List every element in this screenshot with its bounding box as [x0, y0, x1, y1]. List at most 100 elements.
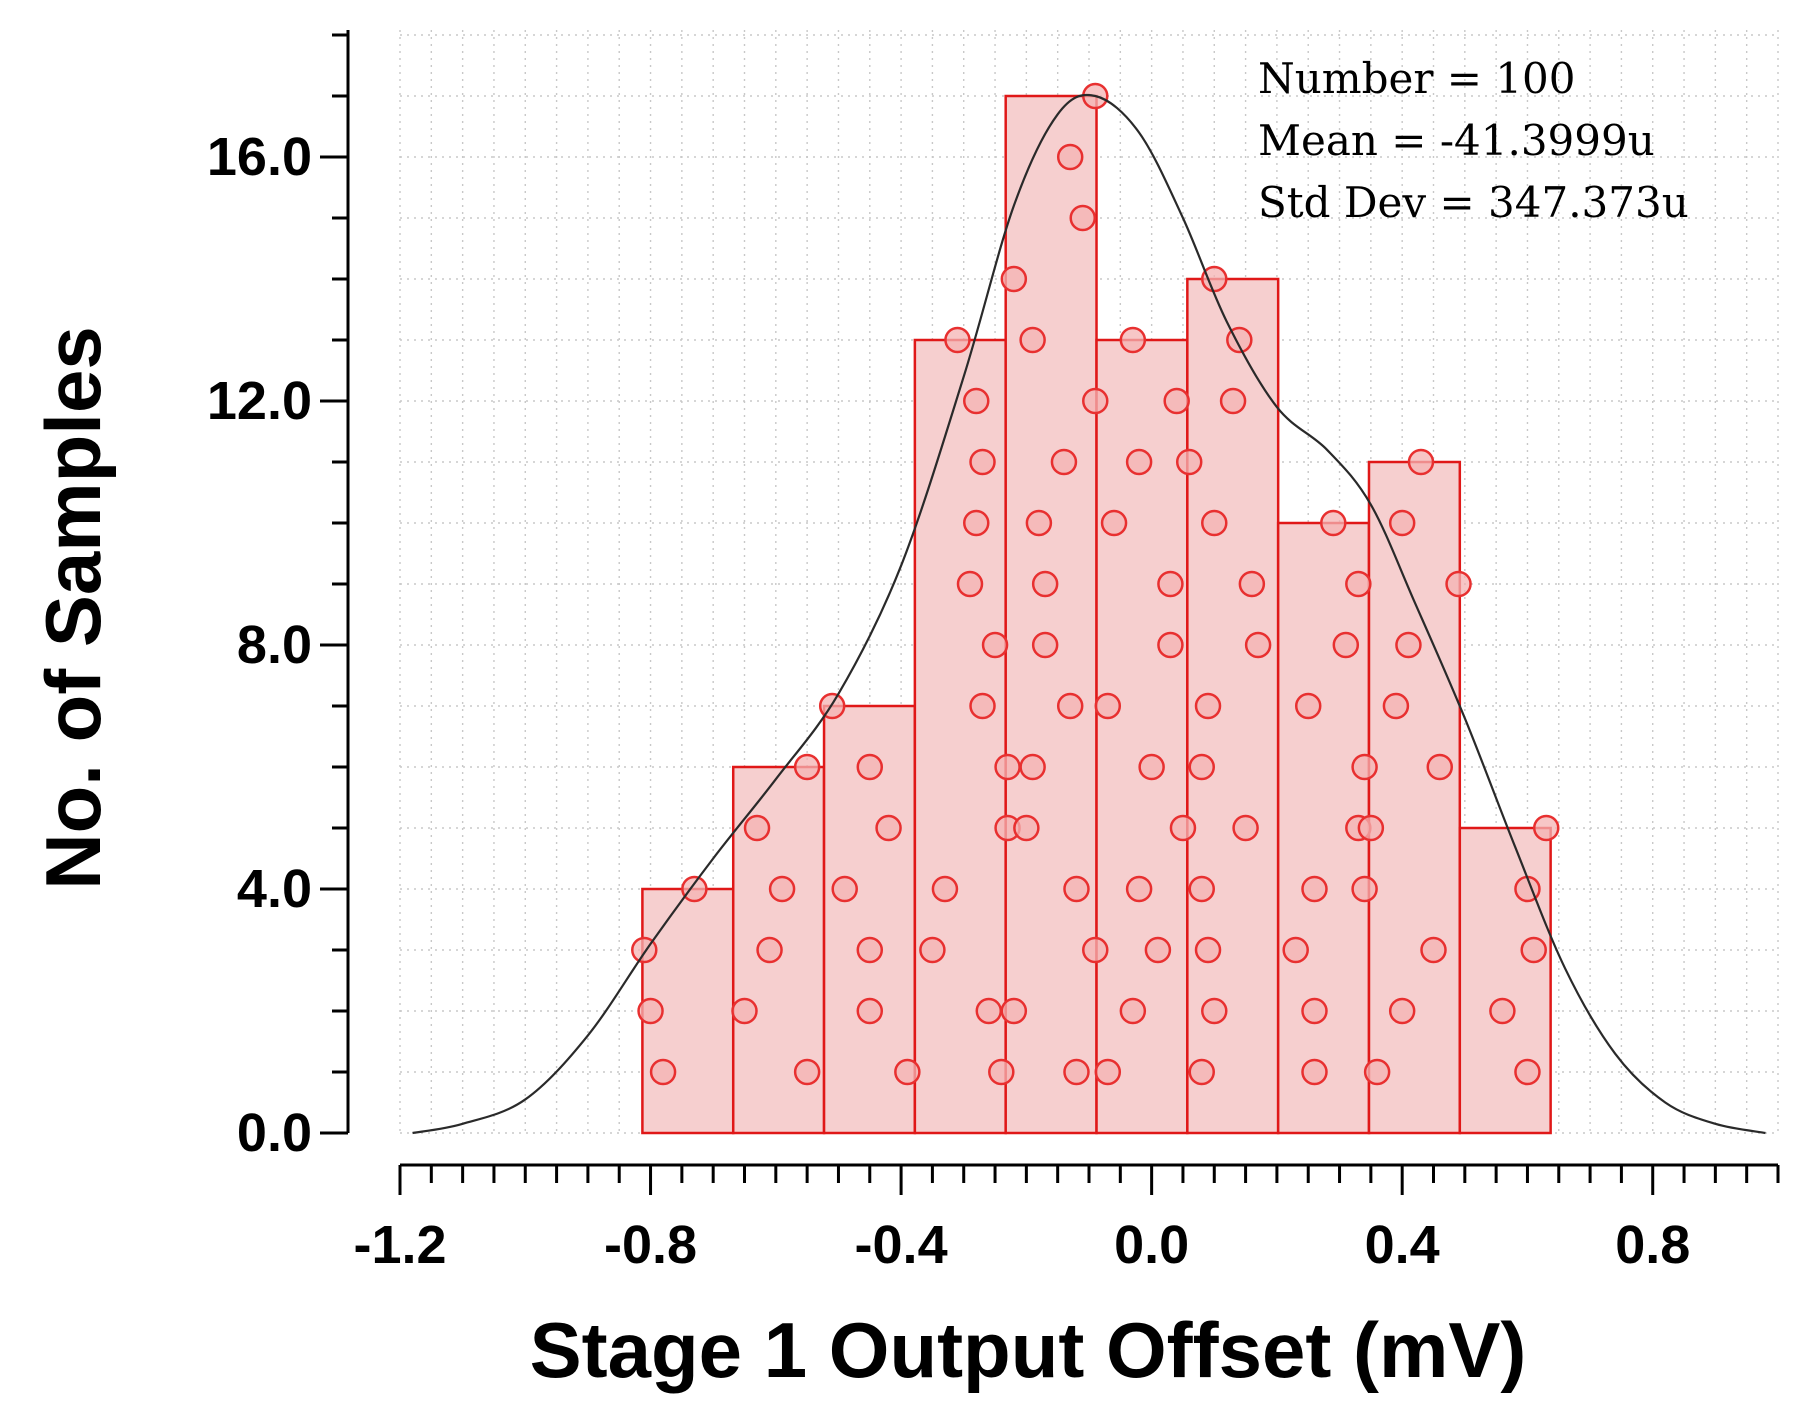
- y-axis-title: No. of Samples: [29, 326, 117, 889]
- sample-marker: [1056, 143, 1084, 171]
- x-tick-label: -0.8: [604, 1215, 697, 1275]
- y-tick-label: 0.0: [237, 1103, 312, 1163]
- sample-marker: [1301, 1058, 1328, 1086]
- histogram-bar: [1004, 94, 1098, 1135]
- stats-mean: Mean = -41.3999u: [1258, 116, 1655, 165]
- sample-marker: [1232, 814, 1259, 842]
- sample-marker: [1445, 570, 1472, 598]
- sample-marker: [1069, 204, 1096, 232]
- sample-marker: [649, 1058, 677, 1086]
- sample-marker: [831, 875, 858, 903]
- sample-marker: [1119, 326, 1147, 354]
- x-tick-label: 0.8: [1615, 1215, 1690, 1275]
- histogram-bar: [1367, 460, 1462, 1135]
- sample-marker: [1157, 631, 1184, 659]
- y-tick-label: 16.0: [207, 127, 312, 187]
- x-axis-title: Stage 1 Output Offset (mV): [530, 1306, 1527, 1394]
- sample-marker: [1031, 570, 1059, 598]
- histogram-bar: [1458, 826, 1552, 1135]
- sample-marker: [1420, 936, 1447, 964]
- sample-marker: [1320, 509, 1347, 537]
- sample-marker: [1351, 875, 1378, 903]
- x-tick-label: 0.0: [1114, 1215, 1189, 1275]
- y-tick-label: 4.0: [237, 859, 312, 919]
- x-tick-labels: -1.2 -0.8 -0.4 0.0 0.4 0.8: [353, 1215, 1690, 1275]
- sample-marker: [1219, 387, 1247, 415]
- sample-marker: [1188, 753, 1215, 781]
- sample-marker: [988, 1058, 1015, 1086]
- sample-marker: [944, 326, 971, 354]
- sample-marker: [1094, 692, 1122, 720]
- sample-marker: [1013, 814, 1040, 842]
- sample-marker: [1082, 936, 1109, 964]
- sample-marker: [1056, 692, 1084, 720]
- sample-marker: [956, 570, 984, 598]
- sample-marker: [1050, 448, 1078, 476]
- sample-marker: [856, 936, 884, 964]
- sample-marker: [1194, 936, 1222, 964]
- sample-marker: [1094, 1058, 1122, 1086]
- x-tick-label: -0.4: [855, 1215, 948, 1275]
- x-tick-label: -1.2: [353, 1215, 446, 1275]
- sample-marker: [1100, 509, 1128, 537]
- sample-marker: [756, 936, 783, 964]
- sample-marker: [1019, 753, 1046, 781]
- sample-marker: [969, 448, 996, 476]
- sample-marker: [793, 1058, 821, 1086]
- sample-marker: [1138, 753, 1165, 781]
- sample-marker: [1244, 631, 1272, 659]
- axes: [320, 30, 1780, 1195]
- sample-marker: [1000, 265, 1028, 293]
- sample-marker: [1238, 570, 1266, 598]
- sample-marker: [1194, 692, 1222, 720]
- sample-marker: [856, 753, 884, 781]
- sample-marker: [1345, 570, 1372, 598]
- sample-marker: [768, 875, 796, 903]
- sample-marker: [1019, 326, 1046, 354]
- sample-marker: [1119, 997, 1147, 1025]
- sample-marker: [1489, 997, 1516, 1025]
- sample-marker: [856, 997, 884, 1025]
- sample-marker: [1426, 753, 1454, 781]
- sample-marker: [975, 997, 1003, 1025]
- sample-marker: [743, 814, 771, 842]
- gaussian-fit-curve: [412, 93, 1766, 1135]
- sample-marker: [963, 387, 990, 415]
- stats-annotation: Number = 100 Mean = -41.3999u Std Dev = …: [1258, 54, 1689, 227]
- sample-marker: [1188, 1058, 1215, 1086]
- sample-marker: [1125, 875, 1153, 903]
- stats-number: Number = 100: [1258, 54, 1576, 103]
- sample-marker: [1301, 875, 1328, 903]
- sample-marker: [1407, 448, 1435, 476]
- sample-marker: [1144, 936, 1172, 964]
- sample-marker: [1063, 875, 1090, 903]
- sample-marker: [1294, 692, 1322, 720]
- sample-marker: [637, 997, 664, 1025]
- stats-std-dev: Std Dev = 347.373u: [1258, 178, 1689, 227]
- sample-marker: [981, 631, 1009, 659]
- sample-marker: [1388, 997, 1416, 1025]
- sample-marker: [931, 875, 959, 903]
- sample-markers: [631, 82, 1560, 1086]
- sample-marker: [681, 875, 708, 903]
- x-tick-label: 0.4: [1365, 1215, 1440, 1275]
- y-tick-labels: 0.0 4.0 8.0 12.0 16.0: [207, 127, 312, 1163]
- y-tick-label: 12.0: [207, 371, 312, 431]
- sample-marker: [1175, 448, 1203, 476]
- y-tick-label: 8.0: [237, 615, 312, 675]
- sample-marker: [1000, 997, 1028, 1025]
- sample-marker: [1363, 1058, 1391, 1086]
- sample-marker: [1351, 753, 1378, 781]
- sample-marker: [1201, 509, 1228, 537]
- sample-marker: [1532, 814, 1560, 842]
- sample-marker: [1201, 997, 1228, 1025]
- sample-marker: [919, 936, 946, 964]
- sample-marker: [1382, 692, 1410, 720]
- sample-marker: [894, 1058, 921, 1086]
- sample-marker: [1188, 875, 1215, 903]
- sample-marker: [1395, 631, 1422, 659]
- sample-marker: [1301, 997, 1328, 1025]
- sample-marker: [1332, 631, 1360, 659]
- sample-marker: [969, 692, 996, 720]
- sample-marker: [875, 814, 902, 842]
